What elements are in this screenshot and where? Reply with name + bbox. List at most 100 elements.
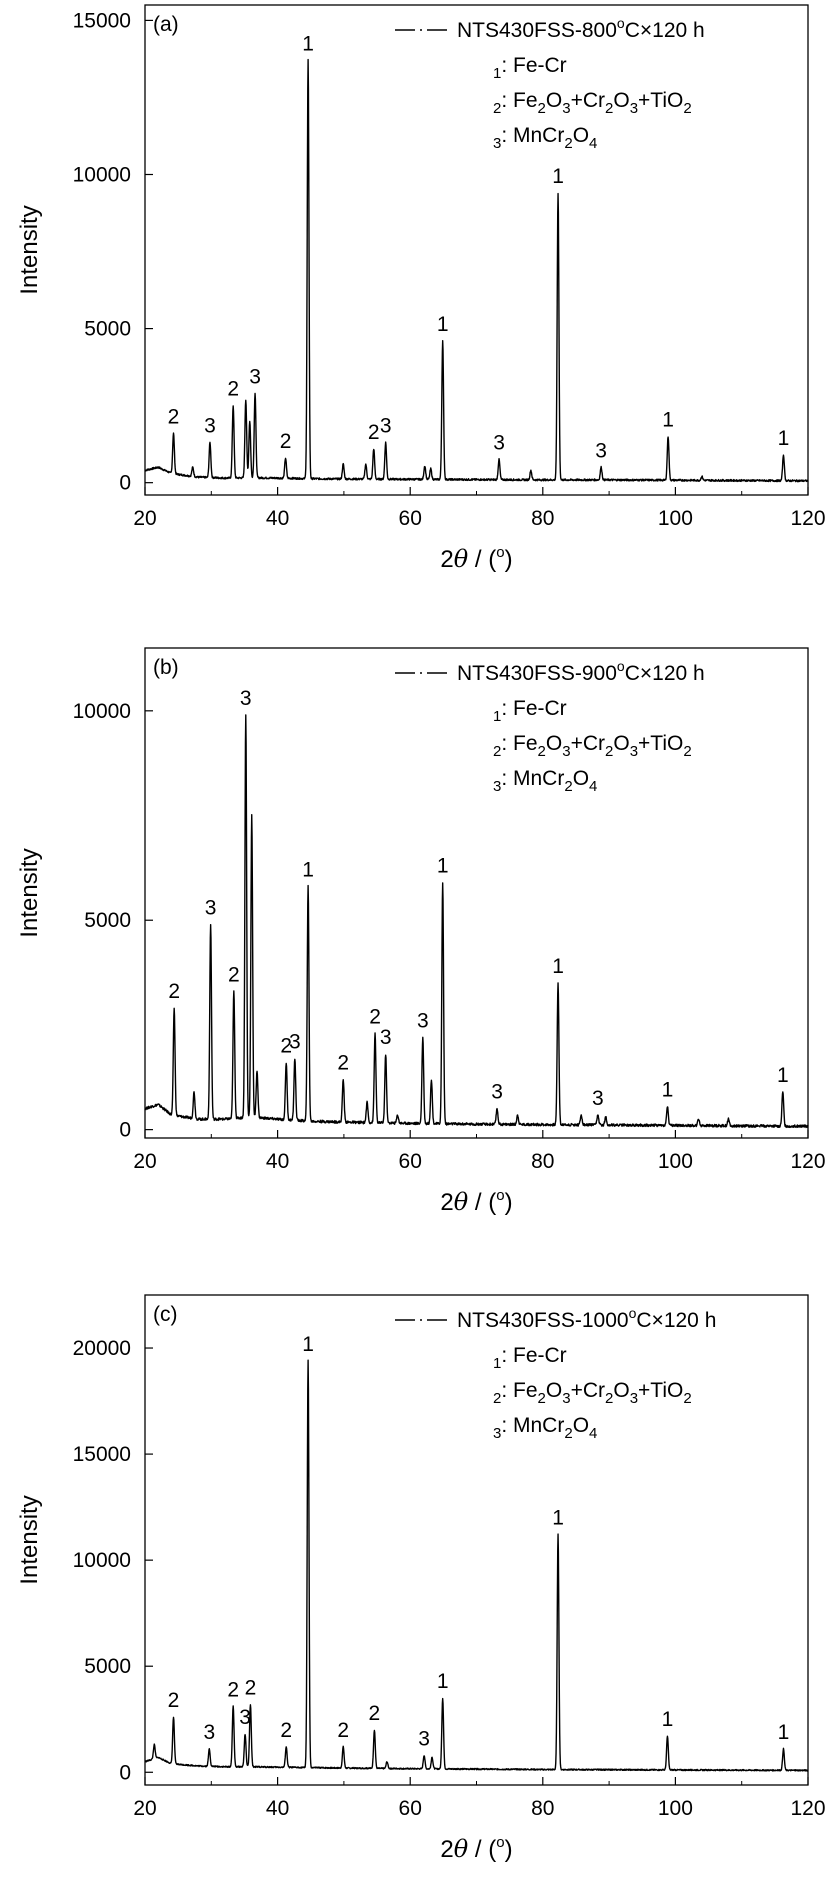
y-axis-title: Intensity — [16, 205, 43, 294]
xrd-panel-2: 20 40 60 80 100 120 0 5000 10000 2θ / (o) Intensit… — [16, 647, 826, 1216]
x-axis-title: 2θ / (o) — [440, 1834, 512, 1863]
xrd-panel-3: 20 40 60 80 100 120 0 5000 10000 15000 20000 2θ / (… — [16, 1294, 826, 1863]
legend-phase-2: 2: Fe2O3+Cr2O3+TiO2 — [493, 89, 692, 117]
peak-label: 2 — [168, 1689, 180, 1712]
legend-phase-2: 2: Fe2O3+Cr2O3+TiO2 — [493, 732, 692, 760]
y-axis-title: Intensity — [16, 848, 43, 937]
x-tick-label: 60 — [399, 1150, 422, 1173]
peak-label: 1 — [662, 408, 674, 431]
peak-label: 2 — [280, 430, 292, 453]
xrd-panel-1: 20 40 60 80 100 120 0 5000 10000 15000 2θ / (o) Int… — [16, 4, 826, 573]
x-tick-label: 20 — [133, 1150, 156, 1173]
peak-label: 2 — [227, 378, 239, 401]
peak-label: 2 — [168, 405, 180, 428]
y-tick-label: 0 — [119, 1761, 131, 1784]
x-tick-label: 60 — [399, 1797, 422, 1820]
peak-label: 3 — [418, 1727, 430, 1750]
x-axis-title: 2θ / (o) — [440, 1187, 512, 1216]
peak-label: 1 — [778, 1721, 790, 1744]
x-tick-label: 20 — [133, 507, 156, 530]
peak-label: 3 — [289, 1030, 301, 1053]
xrd-pattern-line — [144, 1359, 809, 1772]
peak-label: 3 — [249, 365, 261, 388]
y-tick-label: 0 — [119, 472, 131, 495]
peak-label: 1 — [662, 1079, 674, 1102]
y-tick-label: 0 — [119, 1119, 131, 1142]
xrd-pattern-line — [144, 714, 809, 1129]
peak-label: 1 — [302, 1333, 314, 1356]
legend-series-label: NTS430FSS-800oC×120 h — [457, 15, 705, 42]
peak-label: 1 — [778, 427, 790, 450]
peak-label: 3 — [203, 1721, 215, 1744]
x-tick-label: 80 — [531, 507, 554, 530]
x-tick-label: 100 — [658, 1150, 693, 1173]
peak-label: 1 — [552, 1507, 564, 1530]
legend-phase-3: 3: MnCr2O4 — [493, 767, 597, 795]
peak-label: 3 — [493, 432, 505, 455]
peak-label: 2 — [227, 1679, 239, 1702]
legend-phase-1: 1: Fe-Cr — [493, 54, 567, 82]
peak-label: 3 — [204, 415, 216, 438]
peak-label: 2 — [280, 1719, 292, 1742]
y-tick-label: 20000 — [73, 1337, 131, 1360]
peak-label: 3 — [417, 1009, 429, 1032]
peak-label: 1 — [437, 313, 449, 336]
x-tick-label: 60 — [399, 507, 422, 530]
peak-label: 2 — [337, 1719, 349, 1742]
peak-label: 2 — [368, 421, 380, 444]
x-tick-label: 100 — [658, 507, 693, 530]
panel-label: (a) — [153, 13, 179, 36]
legend-phase-3: 3: MnCr2O4 — [493, 1414, 597, 1442]
panel-label: (c) — [153, 1303, 178, 1326]
legend-phase-1: 1: Fe-Cr — [493, 1344, 567, 1372]
peak-label: 2 — [280, 1035, 292, 1058]
peak-label: 3 — [592, 1087, 604, 1110]
legend-phase-2: 2: Fe2O3+Cr2O3+TiO2 — [493, 1379, 692, 1407]
legend-series-label: NTS430FSS-900oC×120 h — [457, 658, 705, 685]
peak-label: 1 — [302, 859, 314, 882]
peak-label: 3 — [240, 687, 252, 710]
peak-label: 3 — [380, 1026, 392, 1049]
peak-label: 1 — [302, 32, 314, 55]
peak-label: 3 — [595, 439, 607, 462]
x-tick-label: 100 — [658, 1797, 693, 1820]
x-tick-label: 120 — [790, 1150, 825, 1173]
y-axis-title: Intensity — [16, 1495, 43, 1584]
peak-label: 1 — [552, 955, 564, 978]
panel-label: (b) — [153, 656, 179, 679]
peak-label: 3 — [239, 1706, 251, 1729]
y-tick-label: 5000 — [84, 1655, 131, 1678]
y-tick-label: 10000 — [73, 163, 131, 186]
peak-label: 3 — [491, 1081, 503, 1104]
legend-series-label: NTS430FSS-1000oC×120 h — [457, 1305, 716, 1332]
peak-label: 2 — [228, 963, 240, 986]
x-tick-label: 80 — [531, 1797, 554, 1820]
x-axis-title: 2θ / (o) — [440, 544, 512, 573]
x-tick-label: 80 — [531, 1150, 554, 1173]
x-tick-label: 20 — [133, 1797, 156, 1820]
legend-phase-1: 1: Fe-Cr — [493, 697, 567, 725]
x-tick-label: 40 — [266, 1797, 289, 1820]
y-tick-label: 5000 — [84, 318, 131, 341]
peak-label: 3 — [380, 415, 392, 438]
peak-label: 3 — [205, 896, 217, 919]
peak-label: 2 — [369, 1005, 381, 1028]
x-tick-label: 40 — [266, 1150, 289, 1173]
x-tick-label: 120 — [790, 507, 825, 530]
peak-label: 1 — [777, 1064, 789, 1087]
xrd-pattern-line — [144, 58, 809, 483]
peak-label: 2 — [245, 1676, 257, 1699]
legend-phase-3: 3: MnCr2O4 — [493, 124, 597, 152]
y-tick-label: 15000 — [73, 1443, 131, 1466]
peak-label: 1 — [437, 855, 449, 878]
y-tick-label: 5000 — [84, 909, 131, 932]
x-tick-label: 120 — [790, 1797, 825, 1820]
x-tick-label: 40 — [266, 507, 289, 530]
peak-label: 2 — [337, 1051, 349, 1074]
peak-label: 1 — [662, 1708, 674, 1731]
peak-label: 1 — [437, 1670, 449, 1693]
y-tick-label: 15000 — [73, 9, 131, 32]
y-tick-label: 10000 — [73, 700, 131, 723]
peak-label: 2 — [369, 1702, 381, 1725]
